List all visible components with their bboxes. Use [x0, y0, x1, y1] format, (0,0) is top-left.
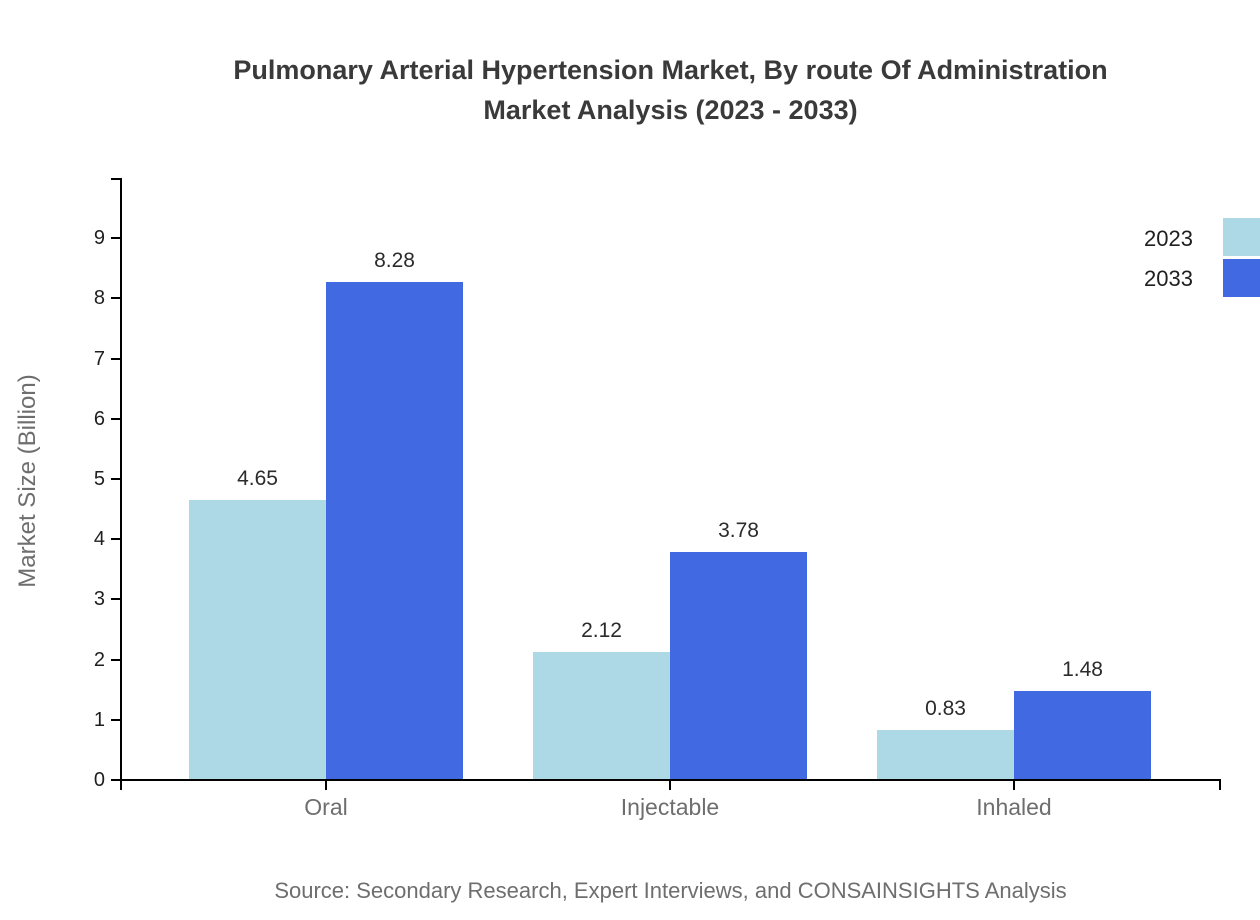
- y-tick-label-4: 4: [93, 528, 105, 551]
- chart-title-line2: Market Analysis (2023 - 2033): [483, 95, 858, 125]
- legend-label-2033: 2033: [1144, 266, 1193, 291]
- y-axis-end-tick-top: [111, 178, 120, 180]
- y-tick-0: [111, 779, 120, 781]
- x-tick-label-inhaled: Inhaled: [976, 794, 1052, 820]
- y-tick-4: [111, 538, 120, 541]
- legend-swatch-2023: [1223, 218, 1260, 256]
- x-axis-spine: [120, 779, 1221, 781]
- y-tick-label-8: 8: [93, 287, 105, 310]
- y-tick-label-6: 6: [93, 407, 105, 430]
- bar-2023-inhaled: [877, 730, 1014, 780]
- y-tick-7: [111, 357, 120, 360]
- y-tick-8: [111, 297, 120, 300]
- chart-title-line1: Pulmonary Arterial Hypertension Market, …: [233, 55, 1108, 85]
- x-tick-label-oral: Oral: [304, 794, 348, 820]
- bar-2033-inhaled: [1014, 690, 1151, 780]
- value-label-2023-injectable: 2.12: [581, 619, 622, 643]
- y-tick-2: [111, 658, 120, 661]
- x-axis-end-tick-left: [120, 779, 122, 790]
- y-tick-5: [111, 478, 120, 480]
- source-note: Source: Secondary Research, Expert Inter…: [274, 878, 1067, 903]
- x-axis-end-tick-right: [1219, 779, 1221, 790]
- value-label-2033-oral: 8.28: [374, 248, 415, 272]
- x-tick-inhaled: [1013, 779, 1015, 790]
- y-axis-spine: [120, 178, 122, 782]
- legend-swatch-2033: [1223, 259, 1260, 297]
- y-tick-label-3: 3: [93, 588, 105, 611]
- value-label-2023-inhaled: 0.83: [925, 697, 966, 721]
- x-tick-injectable: [669, 779, 671, 790]
- bar-2033-injectable: [670, 552, 807, 780]
- bar-2023-injectable: [533, 652, 670, 780]
- y-tick-label-5: 5: [93, 468, 105, 490]
- y-tick-label-0: 0: [93, 769, 105, 791]
- y-axis-label: Market Size (Billion): [14, 374, 41, 588]
- value-label-2033-inhaled: 1.48: [1062, 657, 1103, 681]
- y-tick-label-2: 2: [93, 648, 105, 671]
- chart-title: Pulmonary Arterial Hypertension Market, …: [121, 50, 1220, 130]
- y-tick-3: [111, 598, 120, 601]
- value-label-2033-injectable: 3.78: [718, 519, 759, 543]
- value-label-2023-oral: 4.65: [237, 467, 278, 491]
- y-tick-label-9: 9: [93, 227, 105, 250]
- y-tick-label-1: 1: [93, 708, 105, 731]
- legend-label-2023: 2023: [1144, 226, 1193, 251]
- bar-2023-oral: [189, 500, 326, 780]
- y-tick-1: [111, 718, 120, 721]
- bar-2033-oral: [326, 281, 463, 780]
- x-tick-oral: [325, 779, 327, 790]
- y-tick-label-7: 7: [93, 347, 105, 370]
- y-tick-6: [111, 417, 120, 420]
- x-tick-label-injectable: Injectable: [620, 794, 720, 820]
- y-tick-9: [111, 237, 120, 240]
